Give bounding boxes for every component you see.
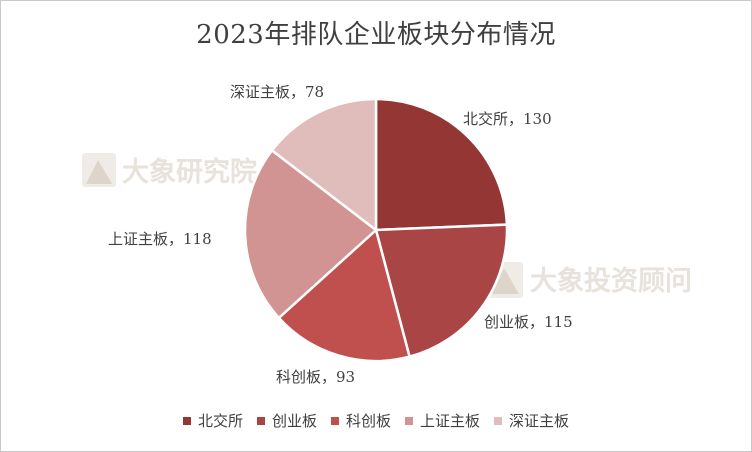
pie-slice-1: [374, 97, 509, 232]
legend-item-1: 北交所: [182, 410, 243, 431]
pie-slice-3: [277, 227, 412, 363]
legend-swatch: [405, 416, 413, 425]
legend-item-5: 深证主板: [494, 410, 569, 431]
watermark-logo-icon: [82, 153, 116, 187]
data-label-2: 创业板，115: [484, 313, 573, 331]
pie-slice-2: [374, 223, 509, 359]
legend-swatch: [330, 416, 339, 425]
data-label-4: 上证主板，118: [108, 230, 212, 248]
data-label-3: 科创板，93: [276, 368, 355, 386]
legend-item-2: 创业板: [256, 410, 317, 431]
pie-slice-5: [270, 97, 378, 233]
legend: 北交所 创业板 科创板 上证主板 深证主板: [0, 410, 752, 431]
pie-slice-4: [243, 148, 378, 320]
pie-data-labels: 北交所，130 创业板，115 科创板，93 上证主板，118 深证主板，78: [108, 83, 573, 386]
data-label-5: 深证主板，78: [230, 83, 324, 101]
legend-label: 深证主板: [509, 412, 570, 430]
legend-label: 上证主板: [420, 412, 481, 430]
legend-label: 科创板: [345, 412, 391, 430]
watermark-advisory: 大象投资顾问: [530, 265, 692, 297]
legend-item-4: 上证主板: [405, 410, 480, 431]
watermark-research: 大象研究院: [122, 156, 257, 188]
legend-swatch: [256, 416, 265, 425]
data-label-1: 北交所，130: [463, 110, 552, 128]
legend-label: 创业板: [271, 412, 317, 430]
legend-swatch: [182, 416, 191, 425]
pie-slices: [243, 97, 509, 363]
legend-label: 北交所: [197, 412, 243, 430]
legend-item-3: 科创板: [330, 410, 391, 431]
chart-title: 2023年排队企业板块分布情况: [196, 20, 556, 50]
legend-swatch: [494, 416, 503, 425]
